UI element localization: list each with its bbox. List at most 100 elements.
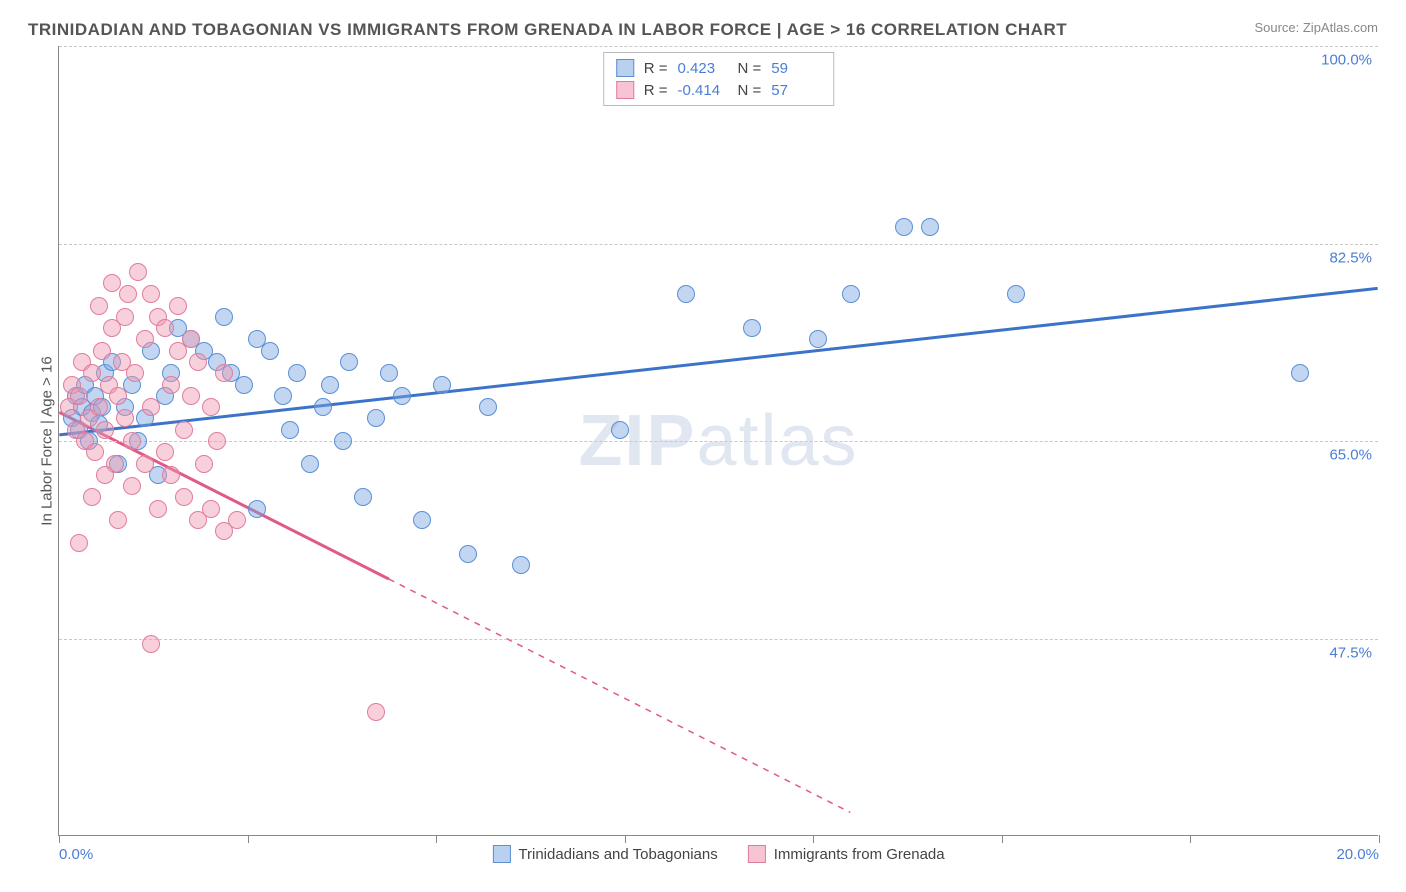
scatter-point-pink — [103, 274, 121, 292]
scatter-point-blue — [413, 511, 431, 529]
scatter-point-pink — [202, 500, 220, 518]
scatter-point-blue — [340, 353, 358, 371]
scatter-point-blue — [677, 285, 695, 303]
scatter-point-pink — [83, 364, 101, 382]
scatter-point-pink — [109, 387, 127, 405]
legend-swatch-blue — [492, 845, 510, 863]
scatter-point-blue — [743, 319, 761, 337]
scatter-point-blue — [1007, 285, 1025, 303]
scatter-point-pink — [142, 398, 160, 416]
scatter-point-pink — [202, 398, 220, 416]
scatter-point-blue — [512, 556, 530, 574]
r-label: R = — [644, 60, 668, 77]
swatch-blue — [616, 59, 634, 77]
scatter-point-blue — [288, 364, 306, 382]
xtick — [1002, 835, 1003, 843]
scatter-point-blue — [281, 421, 299, 439]
scatter-point-pink — [228, 511, 246, 529]
scatter-point-pink — [149, 500, 167, 518]
scatter-point-blue — [301, 455, 319, 473]
scatter-point-pink — [86, 443, 104, 461]
stats-row-blue: R = 0.423 N = 59 — [616, 57, 822, 79]
scatter-point-pink — [142, 285, 160, 303]
scatter-point-pink — [142, 635, 160, 653]
scatter-point-pink — [70, 387, 88, 405]
legend-label-pink: Immigrants from Grenada — [774, 846, 945, 863]
scatter-point-pink — [162, 466, 180, 484]
scatter-point-blue — [433, 376, 451, 394]
r-label-2: R = — [644, 82, 668, 99]
xtick-label: 0.0% — [59, 846, 93, 863]
scatter-point-pink — [126, 364, 144, 382]
scatter-point-pink — [136, 330, 154, 348]
gridline — [59, 46, 1378, 47]
scatter-point-blue — [235, 376, 253, 394]
scatter-point-pink — [189, 353, 207, 371]
stats-row-pink: R = -0.414 N = 57 — [616, 79, 822, 101]
scatter-point-blue — [334, 432, 352, 450]
scatter-point-blue — [393, 387, 411, 405]
legend-label-blue: Trinidadians and Tobagonians — [518, 846, 717, 863]
chart-container: TRINIDADIAN AND TOBAGONIAN VS IMMIGRANTS… — [0, 0, 1406, 892]
scatter-point-pink — [175, 488, 193, 506]
xtick-label: 20.0% — [1336, 846, 1379, 863]
scatter-point-pink — [119, 285, 137, 303]
scatter-point-pink — [116, 308, 134, 326]
scatter-point-pink — [169, 297, 187, 315]
scatter-point-pink — [116, 409, 134, 427]
scatter-point-pink — [93, 342, 111, 360]
legend-item-blue: Trinidadians and Tobagonians — [492, 845, 717, 863]
scatter-point-blue — [261, 342, 279, 360]
y-axis-label: In Labor Force | Age > 16 — [39, 356, 56, 525]
r-value-blue: 0.423 — [678, 60, 728, 77]
scatter-point-pink — [367, 703, 385, 721]
n-value-blue: 59 — [771, 60, 821, 77]
trend-line — [59, 288, 1377, 435]
scatter-point-pink — [182, 330, 200, 348]
scatter-point-pink — [156, 319, 174, 337]
scatter-point-pink — [215, 364, 233, 382]
scatter-point-blue — [215, 308, 233, 326]
n-label: N = — [738, 60, 762, 77]
scatter-point-blue — [367, 409, 385, 427]
scatter-point-pink — [96, 421, 114, 439]
legend-item-pink: Immigrants from Grenada — [748, 845, 945, 863]
xtick — [59, 835, 60, 843]
n-value-pink: 57 — [771, 82, 821, 99]
scatter-point-blue — [459, 545, 477, 563]
stats-legend: R = 0.423 N = 59 R = -0.414 N = 57 — [603, 52, 835, 106]
scatter-point-blue — [380, 364, 398, 382]
scatter-point-pink — [70, 534, 88, 552]
trend-line-dashed — [389, 579, 850, 812]
scatter-point-pink — [109, 511, 127, 529]
xtick — [248, 835, 249, 843]
scatter-point-blue — [842, 285, 860, 303]
scatter-point-blue — [921, 218, 939, 236]
scatter-point-pink — [90, 297, 108, 315]
scatter-point-pink — [129, 263, 147, 281]
legend-swatch-pink — [748, 845, 766, 863]
ytick-label: 82.5% — [1329, 249, 1372, 266]
scatter-point-blue — [1291, 364, 1309, 382]
scatter-point-pink — [83, 488, 101, 506]
scatter-point-blue — [611, 421, 629, 439]
ytick-label: 47.5% — [1329, 644, 1372, 661]
xtick — [813, 835, 814, 843]
scatter-point-blue — [895, 218, 913, 236]
xtick — [1190, 835, 1191, 843]
scatter-point-blue — [248, 500, 266, 518]
chart-title: TRINIDADIAN AND TOBAGONIAN VS IMMIGRANTS… — [28, 20, 1067, 40]
swatch-pink — [616, 81, 634, 99]
scatter-point-blue — [321, 376, 339, 394]
scatter-point-pink — [208, 432, 226, 450]
scatter-point-blue — [274, 387, 292, 405]
scatter-point-blue — [809, 330, 827, 348]
gridline — [59, 441, 1378, 442]
r-value-pink: -0.414 — [678, 82, 728, 99]
scatter-point-pink — [195, 455, 213, 473]
scatter-point-pink — [123, 477, 141, 495]
scatter-point-pink — [182, 387, 200, 405]
plot-area: In Labor Force | Age > 16 ZIPatlas R = 0… — [58, 46, 1378, 836]
scatter-point-pink — [90, 398, 108, 416]
scatter-point-pink — [96, 466, 114, 484]
